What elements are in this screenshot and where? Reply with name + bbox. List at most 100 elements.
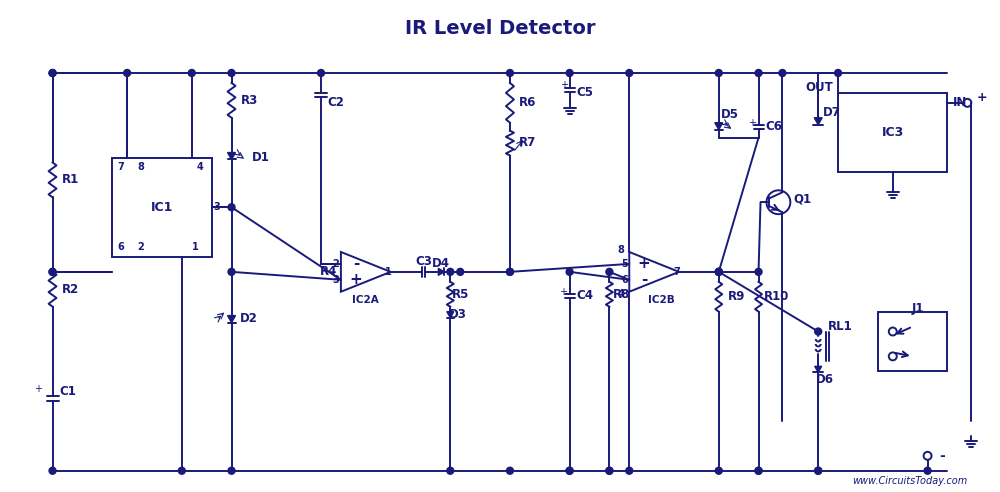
Circle shape xyxy=(815,467,822,474)
Circle shape xyxy=(715,69,722,76)
Text: R6: R6 xyxy=(519,96,537,109)
Text: 2: 2 xyxy=(333,259,339,269)
Text: R2: R2 xyxy=(62,283,79,296)
Text: D6: D6 xyxy=(816,373,834,386)
Circle shape xyxy=(457,268,464,276)
Circle shape xyxy=(606,467,613,474)
Text: 6: 6 xyxy=(621,275,628,285)
Circle shape xyxy=(715,467,722,474)
Circle shape xyxy=(779,69,786,76)
Circle shape xyxy=(506,69,513,76)
Text: 3: 3 xyxy=(214,202,220,212)
Text: IC3: IC3 xyxy=(882,126,904,139)
Polygon shape xyxy=(438,268,444,276)
Text: D7: D7 xyxy=(823,106,841,119)
Circle shape xyxy=(228,204,235,211)
Circle shape xyxy=(835,69,842,76)
Circle shape xyxy=(755,467,762,474)
Circle shape xyxy=(815,328,822,335)
Text: -: - xyxy=(641,272,647,287)
Text: +: + xyxy=(977,92,988,104)
Text: -: - xyxy=(353,256,359,272)
Polygon shape xyxy=(228,153,236,159)
Circle shape xyxy=(606,268,613,276)
Circle shape xyxy=(447,467,454,474)
Circle shape xyxy=(506,467,513,474)
Text: 8: 8 xyxy=(137,162,144,173)
Polygon shape xyxy=(815,367,822,372)
Circle shape xyxy=(228,467,235,474)
Circle shape xyxy=(715,268,722,276)
Text: C1: C1 xyxy=(59,385,76,398)
Circle shape xyxy=(715,268,722,276)
Circle shape xyxy=(715,268,722,276)
Circle shape xyxy=(566,69,573,76)
Circle shape xyxy=(506,268,513,276)
Polygon shape xyxy=(814,118,822,124)
Text: R1: R1 xyxy=(62,173,79,186)
Text: IC1: IC1 xyxy=(151,201,173,214)
Text: R3: R3 xyxy=(241,94,258,107)
Text: OUT: OUT xyxy=(805,81,833,94)
Text: D3: D3 xyxy=(449,308,467,321)
Text: 1: 1 xyxy=(385,267,392,277)
Text: C5: C5 xyxy=(576,87,593,99)
Text: C2: C2 xyxy=(327,96,344,109)
Text: 6: 6 xyxy=(117,242,124,252)
Text: IR Level Detector: IR Level Detector xyxy=(405,19,595,38)
Circle shape xyxy=(49,69,56,76)
Text: C4: C4 xyxy=(576,289,593,302)
Text: +: + xyxy=(560,80,568,90)
Circle shape xyxy=(626,69,633,76)
Text: 3: 3 xyxy=(333,275,339,285)
Circle shape xyxy=(124,69,131,76)
Circle shape xyxy=(188,69,195,76)
Bar xyxy=(878,311,947,371)
Circle shape xyxy=(755,268,762,276)
Text: +: + xyxy=(559,287,567,297)
Circle shape xyxy=(228,268,235,276)
Bar xyxy=(112,157,212,257)
Circle shape xyxy=(755,467,762,474)
Circle shape xyxy=(178,467,185,474)
Text: R5: R5 xyxy=(452,288,469,301)
Circle shape xyxy=(755,69,762,76)
Circle shape xyxy=(566,268,573,276)
Text: D2: D2 xyxy=(239,312,257,325)
Circle shape xyxy=(49,268,56,276)
Text: C3: C3 xyxy=(415,255,432,269)
Text: 4: 4 xyxy=(197,162,203,173)
Circle shape xyxy=(566,467,573,474)
Text: R4: R4 xyxy=(320,265,337,278)
Text: J1: J1 xyxy=(911,302,924,315)
Circle shape xyxy=(49,467,56,474)
Text: RL1: RL1 xyxy=(828,320,853,333)
Text: 7: 7 xyxy=(674,267,680,277)
Circle shape xyxy=(228,69,235,76)
Polygon shape xyxy=(447,311,454,318)
Text: +: + xyxy=(748,118,756,128)
Text: 7: 7 xyxy=(117,162,124,173)
Text: -: - xyxy=(940,449,945,463)
Text: 8: 8 xyxy=(618,245,625,255)
Text: www.CircuitsToday.com: www.CircuitsToday.com xyxy=(852,476,967,486)
Text: IC2A: IC2A xyxy=(352,295,379,305)
Bar xyxy=(838,93,947,172)
Text: IC2B: IC2B xyxy=(648,295,674,305)
Circle shape xyxy=(49,268,56,276)
Text: R9: R9 xyxy=(728,290,745,303)
Text: R8: R8 xyxy=(613,288,630,301)
Polygon shape xyxy=(228,315,236,323)
Text: D5: D5 xyxy=(721,108,739,121)
Polygon shape xyxy=(715,123,723,130)
Text: 1: 1 xyxy=(192,242,199,252)
Circle shape xyxy=(606,467,613,474)
Text: D1: D1 xyxy=(251,151,269,164)
Text: 5: 5 xyxy=(621,259,628,269)
Text: +: + xyxy=(638,256,651,272)
Text: C6: C6 xyxy=(765,120,782,133)
Text: +: + xyxy=(349,272,362,287)
Text: 2: 2 xyxy=(137,242,144,252)
Circle shape xyxy=(506,268,513,276)
Circle shape xyxy=(447,268,454,276)
